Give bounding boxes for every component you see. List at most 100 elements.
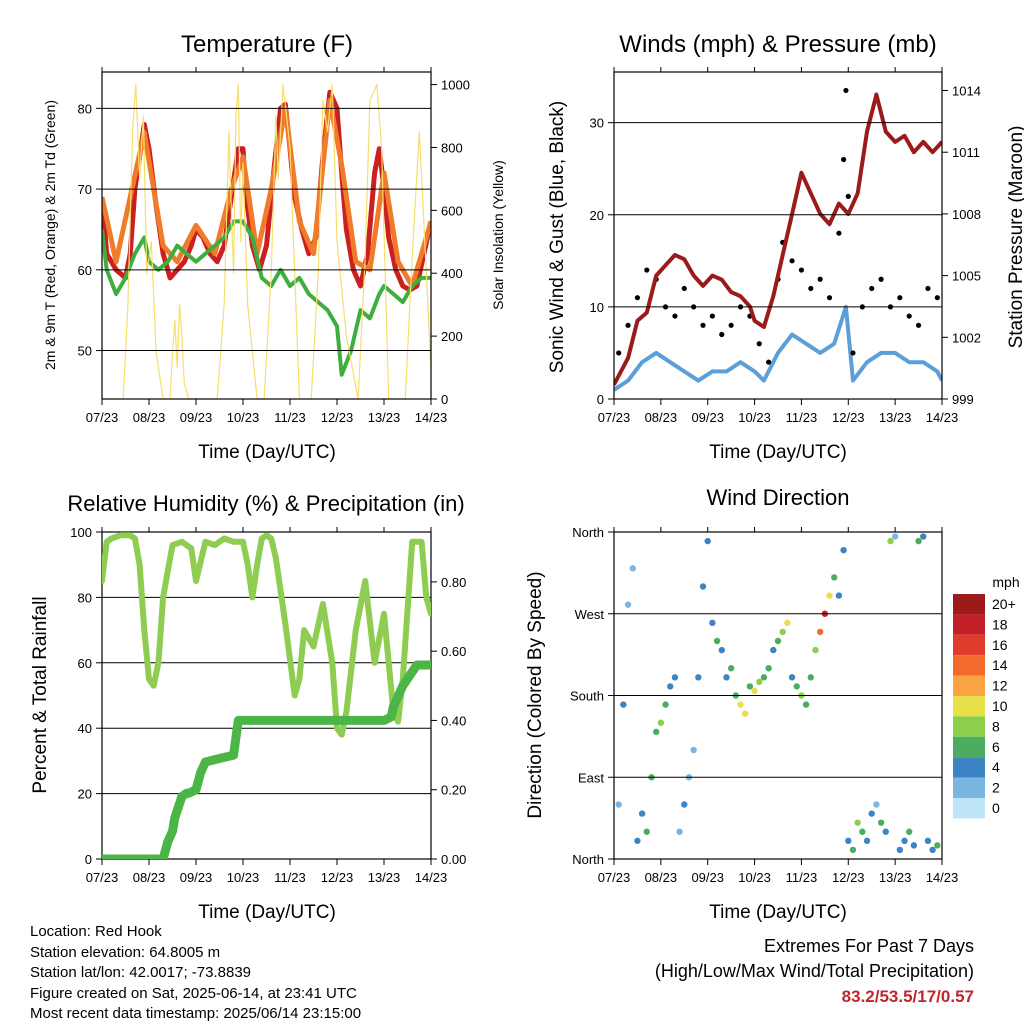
speed-legend: mph 20+ 18 16 14 12 10 8 6 4 2 0 <box>953 574 1020 819</box>
legend-swatch <box>953 757 985 778</box>
legend-label: 14 <box>992 657 1008 673</box>
station-info: Location: Red Hook Station elevation: 64… <box>30 922 361 1025</box>
direction-point <box>845 837 852 845</box>
direction-point <box>812 646 819 654</box>
gust-point <box>756 341 762 347</box>
created-text: Figure created on Sat, 2025-06-14, at 23… <box>30 984 357 1002</box>
x-axis-label: Time (Day/UTC) <box>709 902 847 923</box>
x-axis-label: Time (Day/UTC) <box>709 442 847 463</box>
x-tick-label: 07/23 <box>598 870 631 885</box>
recent-timestamp-text: Most recent data timestamp: 2025/06/14 2… <box>30 1005 362 1022</box>
series-relative-humidity <box>102 532 431 738</box>
x-tick-label: 10/23 <box>227 870 260 885</box>
x-tick-label: 12/23 <box>321 870 354 885</box>
direction-point <box>854 819 861 826</box>
legend-swatch <box>953 716 985 737</box>
x-tick-label: 07/23 <box>86 870 119 885</box>
direction-data <box>615 533 941 854</box>
winds-data <box>614 87 942 392</box>
gust-point <box>625 322 631 328</box>
y2-tick-label: 999 <box>952 392 974 407</box>
direction-point <box>929 846 936 854</box>
x-axis-label: Time (Day/UTC) <box>198 902 336 923</box>
gust-point <box>850 350 856 356</box>
direction-point <box>713 637 721 645</box>
x-tick-label: 07/23 <box>86 410 119 425</box>
y-tick-label: 20 <box>590 208 604 223</box>
legend-label: 12 <box>992 678 1008 694</box>
plot-frame <box>101 531 432 860</box>
direction-point <box>887 537 894 545</box>
direction-point <box>742 710 749 717</box>
direction-point <box>746 683 754 690</box>
y-tick-label: North <box>572 525 604 540</box>
location-text: Location: Red Hook <box>30 923 162 940</box>
direction-point <box>774 637 782 645</box>
elevation-text: Station elevation: 64.8005 m <box>30 943 221 961</box>
y2-axis-label: Solar Insolation (Yellow) <box>490 160 506 310</box>
legend-swatch <box>953 736 985 758</box>
direction-point <box>643 828 650 835</box>
direction-point <box>896 846 904 854</box>
direction-point <box>934 842 941 849</box>
direction-point <box>807 674 814 681</box>
direction-point <box>751 687 758 695</box>
direction-point <box>681 801 688 808</box>
legend-swatch <box>953 614 985 635</box>
y2-tick-label: 1014 <box>952 84 981 99</box>
x-tick-label: 12/23 <box>832 410 865 425</box>
x-tick-label: 08/23 <box>645 870 678 885</box>
x-tick-label: 11/23 <box>786 870 818 885</box>
y2-tick-label: 1000 <box>441 78 470 93</box>
extremes-title: Extremes For Past 7 Days <box>763 936 974 956</box>
y-tick-label: 80 <box>78 101 92 116</box>
legend-swatch <box>953 655 985 676</box>
direction-point <box>629 565 636 572</box>
direction-point <box>784 619 791 627</box>
x-tick-label: 07/23 <box>598 410 631 425</box>
chart-title: Winds (mph) & Pressure (mb) <box>619 31 936 58</box>
legend-swatch <box>953 798 985 819</box>
y-tick-label: North <box>572 852 604 867</box>
direction-point <box>699 583 707 590</box>
direction-point <box>695 674 702 681</box>
x-tick-label: 13/23 <box>879 870 912 885</box>
y2-tick-label: 1002 <box>952 330 981 345</box>
gust-point <box>836 230 842 236</box>
legend-swatch <box>953 777 985 798</box>
x-tick-label: 14/23 <box>415 870 448 885</box>
direction-point <box>901 837 908 845</box>
direction-point <box>718 646 725 654</box>
series-wind <box>614 304 942 392</box>
series-total-precipitation <box>102 660 431 859</box>
y-tick-label: East <box>578 770 604 785</box>
direction-point <box>924 837 932 845</box>
series-station-pressure <box>614 92 942 386</box>
y2-tick-label: 1008 <box>952 207 981 222</box>
direction-point <box>849 846 857 854</box>
y-tick-label: 0 <box>597 392 604 407</box>
y-tick-label: 60 <box>78 263 92 278</box>
winds-panel: 07/23 08/23 09/23 10/23 11/23 12/23 13/23 14/23… <box>547 31 1024 463</box>
gust-point <box>719 331 725 338</box>
direction-point <box>704 537 711 545</box>
direction-point <box>802 701 810 708</box>
series-2m-td <box>102 219 431 377</box>
direction-point <box>620 701 627 708</box>
legend-label: 20+ <box>992 596 1016 612</box>
direction-point <box>826 592 833 599</box>
temperature-data <box>102 83 431 399</box>
y-tick-label: 60 <box>78 656 92 671</box>
y2-tick-label: 1011 <box>952 145 980 160</box>
x-tick-label: 11/23 <box>786 410 818 425</box>
legend-title: mph <box>992 574 1019 590</box>
y2-tick-label: 200 <box>441 329 463 344</box>
direction-point <box>816 628 824 636</box>
gust-point <box>808 285 814 292</box>
direction-point <box>859 828 866 835</box>
y-tick-label: 0 <box>85 852 92 867</box>
series-solar-insolation <box>102 83 431 399</box>
y-axis-label: 2m & 9m T (Red, Orange) & 2m Td (Green) <box>42 100 58 370</box>
y-tick-label: 30 <box>590 116 604 131</box>
